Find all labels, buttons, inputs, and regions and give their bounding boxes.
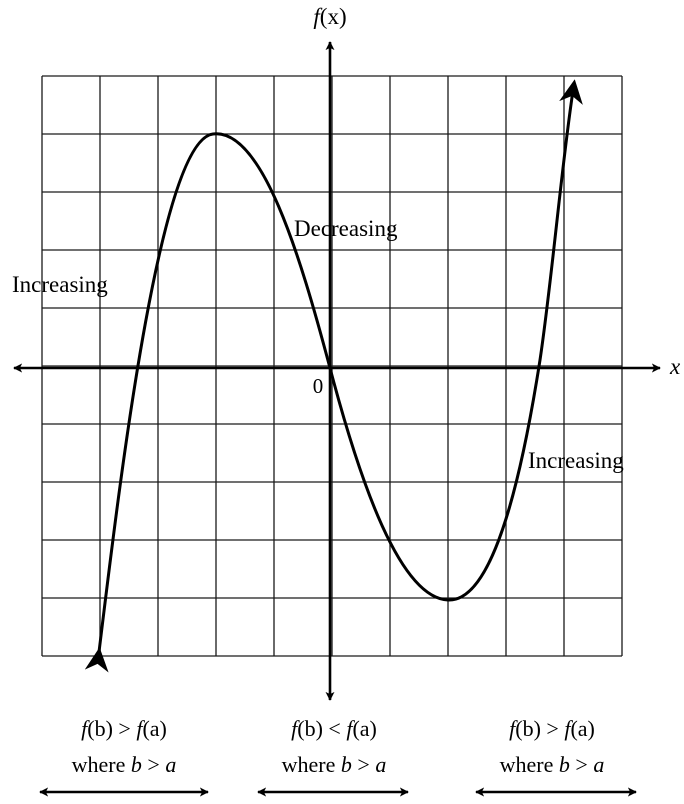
function-curve (84, 79, 583, 673)
condition-middle-inequality: f(b) < f(a) (291, 716, 377, 741)
x-axis-label: x (669, 354, 681, 379)
condition-right: f(b) > f(a) where b > a (475, 716, 637, 797)
condition-left-inequality: f(b) > f(a) (81, 716, 167, 741)
region-label-right: Increasing (528, 448, 624, 473)
coordinate-grid (41, 75, 623, 657)
condition-middle: f(b) < f(a) where b > a (257, 716, 409, 797)
condition-middle-where: where b > a (282, 752, 387, 777)
condition-left-where: where b > a (72, 752, 177, 777)
region-label-left: Increasing (12, 272, 108, 297)
y-axis-label: f(x) (313, 4, 346, 29)
region-label-middle: Decreasing (294, 216, 398, 241)
condition-right-where: where b > a (500, 752, 605, 777)
condition-left: f(b) > f(a) where b > a (39, 716, 209, 797)
origin-label: 0 (313, 374, 324, 398)
condition-right-inequality: f(b) > f(a) (509, 716, 595, 741)
